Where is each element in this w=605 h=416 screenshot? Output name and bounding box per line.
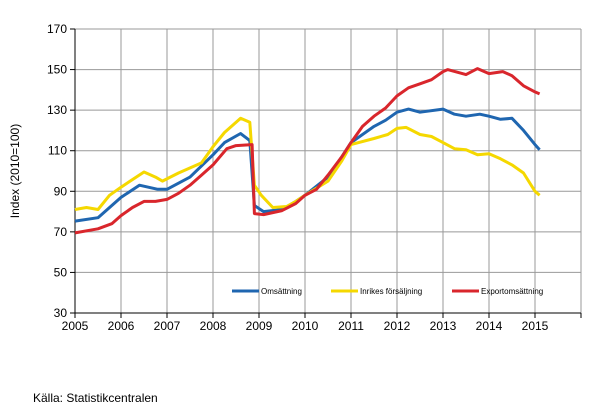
x-tick-label: 2009 xyxy=(246,319,273,333)
grid xyxy=(75,28,582,313)
legend-label: Exportomsättning xyxy=(481,287,543,296)
x-tick-label: 2007 xyxy=(154,319,181,333)
x-tick-label: 2015 xyxy=(522,319,549,333)
y-tick-label: 50 xyxy=(54,265,68,279)
legend-label: Omsättning xyxy=(261,287,302,296)
x-tick-label: 2012 xyxy=(384,319,411,333)
series-line xyxy=(74,67,541,235)
y-tick-label: 90 xyxy=(54,184,68,198)
series-line xyxy=(74,116,541,211)
axes: 30 50 70 90 110 130 150 170 2005 2006 2007 2008 2009… xyxy=(47,22,582,333)
y-axis-label: Index (2010=100) xyxy=(8,124,22,218)
series-lines xyxy=(74,67,541,235)
x-tick-label: 2005 xyxy=(62,319,89,333)
x-tick-label: 2008 xyxy=(200,319,227,333)
x-tick-label: 2010 xyxy=(292,319,319,333)
y-tick-label: 170 xyxy=(47,22,67,36)
y-tick-label: 110 xyxy=(48,144,67,158)
legend: Omsättning Inrikes försäljning Exportomsät… xyxy=(232,287,543,296)
y-tick-label: 30 xyxy=(54,306,68,320)
x-tick-label: 2014 xyxy=(476,319,503,333)
y-tick-label: 150 xyxy=(47,63,67,77)
series-line xyxy=(74,107,541,223)
y-tick-label: 130 xyxy=(47,103,67,117)
x-tick-label: 2006 xyxy=(108,319,135,333)
y-tick-label: 70 xyxy=(54,225,68,239)
x-tick-label: 2011 xyxy=(338,319,364,333)
x-tick-label: 2013 xyxy=(430,319,457,333)
source-note: Källa: Statistikcentralen xyxy=(33,391,158,405)
legend-label: Inrikes försäljning xyxy=(360,287,422,296)
